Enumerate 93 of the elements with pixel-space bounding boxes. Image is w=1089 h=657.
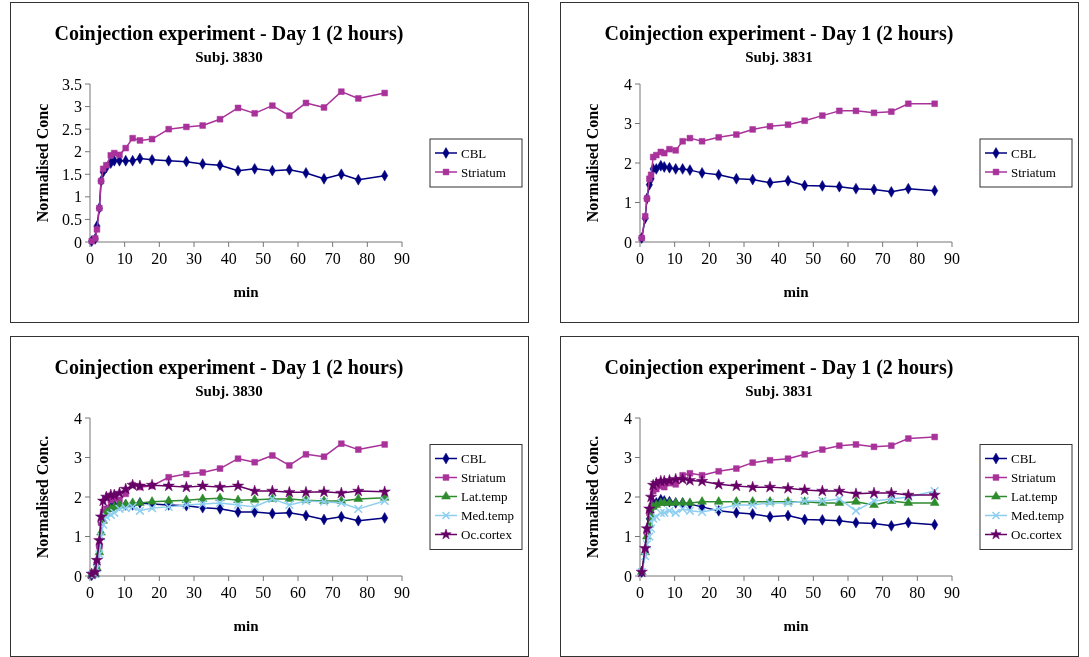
y-tick-label: 0 <box>624 567 632 585</box>
x-tick-label: 90 <box>944 250 960 267</box>
x-tick-label: 40 <box>220 584 237 601</box>
chart-title: Coinjection experiment - Day 1 (2 hours) <box>54 22 404 45</box>
x-tick-label: 70 <box>324 584 341 601</box>
y-tick-label: 3 <box>624 449 632 467</box>
x-tick-label: 20 <box>701 584 718 601</box>
y-tick-label: 2.5 <box>62 120 82 138</box>
x-tick-label: 90 <box>944 584 960 601</box>
y-tick-label: 2 <box>74 143 82 161</box>
x-tick-label: 70 <box>324 250 341 267</box>
y-axis-title: Normalised Conc. <box>34 435 51 559</box>
y-tick-label: 3.5 <box>62 75 82 93</box>
x-tick-label: 80 <box>359 584 376 601</box>
chart-subtitle: Subj. 3830 <box>195 383 263 399</box>
y-tick-label: 2 <box>624 488 632 506</box>
x-tick-label: 50 <box>805 584 822 601</box>
y-tick-label: 1 <box>624 194 632 212</box>
y-tick-label: 1 <box>74 528 82 546</box>
legend-label: Oc.cortex <box>461 527 513 543</box>
x-tick-label: 50 <box>255 250 272 267</box>
x-tick-label: 50 <box>805 250 822 267</box>
y-axis-title: Normalised Conc <box>34 103 51 223</box>
x-tick-label: 70 <box>874 584 891 601</box>
x-tick-label: 90 <box>394 584 410 601</box>
y-tick-label: 4 <box>624 75 632 93</box>
legend-label: Striatum <box>1011 470 1056 486</box>
legend-label: CBL <box>1011 145 1037 161</box>
legend-label: Striatum <box>461 164 506 180</box>
legend-label: Lat.temp <box>1011 489 1058 505</box>
chart-title: Coinjection experiment - Day 1 (2 hours) <box>54 356 404 379</box>
legend-label: Striatum <box>461 470 506 486</box>
x-tick-label: 10 <box>116 250 133 267</box>
x-tick-label: 20 <box>151 250 168 267</box>
y-tick-label: 4 <box>74 409 82 427</box>
legend-label: Lat.temp <box>461 489 508 505</box>
x-axis-title: min <box>233 618 260 634</box>
y-tick-label: 2 <box>624 154 632 172</box>
x-tick-label: 30 <box>186 250 202 267</box>
chart-subtitle: Subj. 3831 <box>745 383 813 399</box>
x-tick-label: 40 <box>770 250 787 267</box>
y-tick-label: 4 <box>624 409 632 427</box>
x-tick-label: 50 <box>255 584 272 601</box>
x-tick-label: 90 <box>394 250 410 267</box>
x-tick-label: 70 <box>874 250 891 267</box>
x-tick-label: 0 <box>636 584 644 601</box>
x-tick-label: 60 <box>290 584 306 601</box>
x-tick-label: 40 <box>770 584 787 601</box>
legend-label: Med.temp <box>461 508 515 524</box>
x-tick-label: 60 <box>290 250 306 267</box>
x-tick-label: 20 <box>151 584 168 601</box>
x-tick-label: 0 <box>636 250 644 267</box>
legend-label: CBL <box>1011 451 1037 467</box>
chart-subtitle: Subj. 3830 <box>195 49 263 65</box>
x-tick-label: 40 <box>220 250 237 267</box>
y-tick-label: 1.5 <box>62 165 82 183</box>
y-tick-label: 3 <box>624 115 632 133</box>
chart-title: Coinjection experiment - Day 1 (2 hours) <box>604 22 954 45</box>
y-tick-label: 3 <box>74 98 82 116</box>
y-tick-label: 0 <box>74 567 82 585</box>
legend-label: CBL <box>461 145 487 161</box>
y-tick-label: 0.5 <box>62 211 82 229</box>
x-axis-title: min <box>783 284 810 300</box>
y-tick-label: 1 <box>624 528 632 546</box>
x-tick-label: 0 <box>86 584 94 601</box>
x-tick-label: 0 <box>86 250 94 267</box>
y-tick-label: 0 <box>624 233 632 251</box>
x-tick-label: 60 <box>840 250 856 267</box>
x-tick-label: 80 <box>359 250 376 267</box>
legend-label: Oc.cortex <box>1011 527 1063 543</box>
chart-subtitle: Subj. 3831 <box>745 49 813 65</box>
x-tick-label: 80 <box>909 584 926 601</box>
legend-label: Striatum <box>1011 164 1056 180</box>
y-tick-label: 0 <box>74 233 82 251</box>
x-tick-label: 80 <box>909 250 926 267</box>
x-axis-title: min <box>783 618 810 634</box>
legend-label: Med.temp <box>1011 508 1065 524</box>
legend-label: CBL <box>461 451 487 467</box>
x-tick-label: 10 <box>666 250 683 267</box>
y-tick-label: 3 <box>74 449 82 467</box>
x-tick-label: 30 <box>186 584 202 601</box>
chart-title: Coinjection experiment - Day 1 (2 hours) <box>604 356 954 379</box>
y-tick-label: 1 <box>74 188 82 206</box>
x-tick-label: 30 <box>736 250 752 267</box>
x-tick-label: 60 <box>840 584 856 601</box>
y-axis-title: Normalised Conc <box>584 103 601 223</box>
y-tick-label: 2 <box>74 488 82 506</box>
x-tick-label: 10 <box>666 584 683 601</box>
x-axis-title: min <box>233 284 260 300</box>
y-axis-title: Normalised Conc. <box>584 435 601 559</box>
x-tick-label: 20 <box>701 250 718 267</box>
x-tick-label: 10 <box>116 584 133 601</box>
x-tick-label: 30 <box>736 584 752 601</box>
